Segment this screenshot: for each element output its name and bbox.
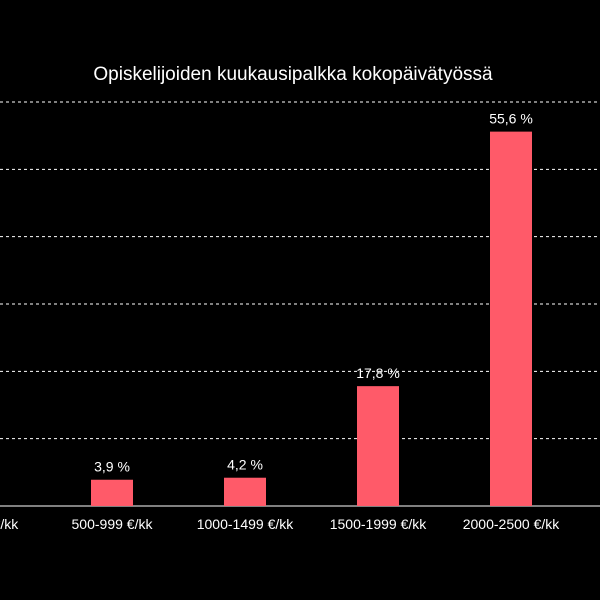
x-tick-label: alle 500 €/kk: [0, 516, 19, 532]
x-tick-label: 1000-1499 €/kk: [197, 516, 295, 532]
data-label: 3,9 %: [94, 459, 130, 475]
chart-title: Opiskelijoiden kuukausipalkka kokopäivät…: [93, 64, 493, 85]
bars: [91, 131, 532, 507]
bar: [91, 479, 133, 506]
bar: [357, 386, 399, 506]
data-label: 55,6 %: [489, 111, 533, 127]
x-tick-labels: alle 500 €/kk 500-999 €/kk 1000-1499 €/kk 1…: [0, 516, 560, 532]
data-label: 17,8 %: [356, 365, 400, 381]
x-tick-label: 1500-1999 €/kk: [330, 516, 428, 532]
x-tick-label: 500-999 €/kk: [72, 516, 154, 532]
data-labels: 3,9 % 4,2 % 17,8 % 55,6 %: [94, 111, 533, 475]
bar: [490, 131, 532, 507]
data-label: 4,2 %: [227, 457, 263, 473]
x-tick-label: 2000-2500 €/kk: [463, 516, 561, 532]
bar: [224, 477, 266, 506]
